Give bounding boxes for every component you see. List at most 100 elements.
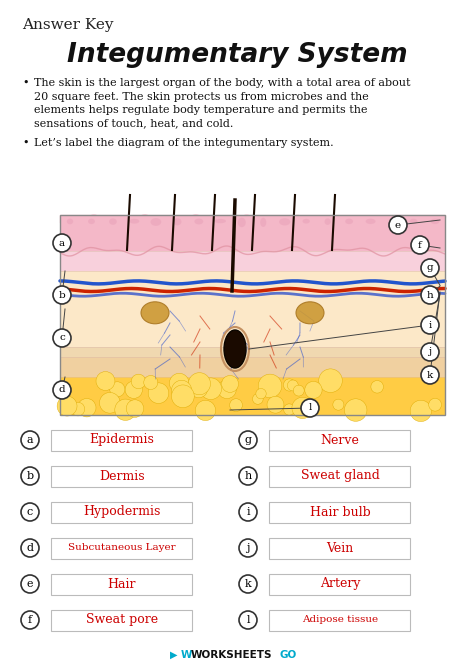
Circle shape: [421, 343, 439, 361]
Circle shape: [293, 385, 304, 396]
Text: Hair bulb: Hair bulb: [310, 505, 370, 519]
Text: The skin is the largest organ of the body, with a total area of about: The skin is the largest organ of the bod…: [34, 78, 410, 88]
Ellipse shape: [224, 330, 246, 368]
Ellipse shape: [64, 218, 75, 226]
Text: b: b: [59, 291, 65, 299]
Circle shape: [53, 381, 71, 399]
Text: d: d: [59, 385, 65, 395]
Text: d: d: [27, 543, 34, 553]
Ellipse shape: [388, 218, 396, 227]
Ellipse shape: [302, 219, 310, 223]
Circle shape: [239, 611, 257, 629]
Circle shape: [218, 380, 236, 399]
Text: l: l: [246, 615, 250, 625]
Text: b: b: [27, 471, 34, 481]
Circle shape: [319, 369, 342, 393]
Ellipse shape: [109, 218, 117, 228]
Circle shape: [296, 400, 312, 417]
Circle shape: [172, 385, 194, 407]
Circle shape: [172, 381, 191, 401]
Ellipse shape: [87, 218, 96, 226]
Circle shape: [110, 382, 125, 397]
Text: Dermis: Dermis: [99, 470, 145, 482]
Circle shape: [169, 373, 189, 393]
FancyBboxPatch shape: [270, 429, 410, 450]
Circle shape: [239, 431, 257, 449]
Text: h: h: [427, 291, 433, 299]
Circle shape: [21, 467, 39, 485]
Ellipse shape: [237, 218, 246, 226]
Text: a: a: [27, 435, 33, 445]
Text: Subcutaneous Layer: Subcutaneous Layer: [68, 543, 176, 553]
Ellipse shape: [323, 218, 332, 227]
Text: •: •: [22, 138, 28, 148]
Text: Sweat pore: Sweat pore: [86, 614, 158, 626]
Circle shape: [53, 234, 71, 252]
Circle shape: [371, 381, 383, 393]
Ellipse shape: [366, 218, 374, 226]
Circle shape: [421, 286, 439, 304]
Text: h: h: [245, 471, 252, 481]
Text: a: a: [59, 239, 65, 247]
Ellipse shape: [296, 302, 324, 324]
Circle shape: [200, 378, 221, 399]
Circle shape: [411, 236, 429, 254]
Ellipse shape: [280, 218, 290, 226]
Text: k: k: [245, 579, 251, 589]
Ellipse shape: [173, 218, 182, 227]
Circle shape: [96, 372, 115, 391]
Circle shape: [126, 400, 144, 417]
Circle shape: [53, 286, 71, 304]
Text: Sweat gland: Sweat gland: [301, 470, 380, 482]
FancyBboxPatch shape: [52, 429, 192, 450]
Circle shape: [301, 399, 319, 417]
Circle shape: [292, 397, 313, 419]
Text: •: •: [22, 78, 28, 88]
Ellipse shape: [195, 218, 202, 226]
Ellipse shape: [130, 218, 138, 225]
Circle shape: [267, 396, 284, 413]
Circle shape: [195, 400, 216, 421]
Circle shape: [410, 400, 431, 421]
Text: GO: GO: [280, 650, 297, 660]
Circle shape: [78, 399, 96, 417]
FancyBboxPatch shape: [52, 537, 192, 559]
Text: Nerve: Nerve: [320, 433, 359, 446]
Circle shape: [256, 389, 266, 399]
Text: k: k: [427, 371, 433, 379]
Circle shape: [239, 503, 257, 521]
Circle shape: [229, 399, 242, 411]
Text: g: g: [427, 263, 433, 273]
Text: 20 square feet. The skin protects us from microbes and the: 20 square feet. The skin protects us fro…: [34, 92, 369, 101]
Ellipse shape: [151, 218, 161, 227]
Circle shape: [287, 380, 298, 391]
Polygon shape: [60, 347, 445, 357]
Text: ▶: ▶: [170, 650, 177, 660]
Circle shape: [21, 575, 39, 593]
FancyBboxPatch shape: [270, 610, 410, 630]
Circle shape: [421, 366, 439, 384]
Ellipse shape: [260, 218, 267, 227]
Text: Vein: Vein: [327, 541, 354, 555]
Text: Hair: Hair: [108, 578, 136, 590]
FancyBboxPatch shape: [52, 466, 192, 486]
Circle shape: [131, 374, 146, 389]
Circle shape: [190, 380, 208, 398]
Text: i: i: [428, 320, 432, 330]
Text: Epidermis: Epidermis: [90, 433, 155, 446]
FancyBboxPatch shape: [270, 574, 410, 594]
Ellipse shape: [410, 218, 417, 226]
Text: Answer Key: Answer Key: [22, 18, 113, 32]
Circle shape: [21, 611, 39, 629]
Text: Hypodermis: Hypodermis: [83, 505, 161, 519]
Circle shape: [221, 375, 238, 393]
Circle shape: [421, 259, 439, 277]
Circle shape: [125, 381, 143, 399]
Text: f: f: [418, 241, 422, 249]
Ellipse shape: [141, 302, 169, 324]
Text: Artery: Artery: [320, 578, 360, 590]
Circle shape: [345, 399, 367, 421]
Text: e: e: [395, 220, 401, 230]
Text: g: g: [245, 435, 252, 445]
Circle shape: [421, 316, 439, 334]
